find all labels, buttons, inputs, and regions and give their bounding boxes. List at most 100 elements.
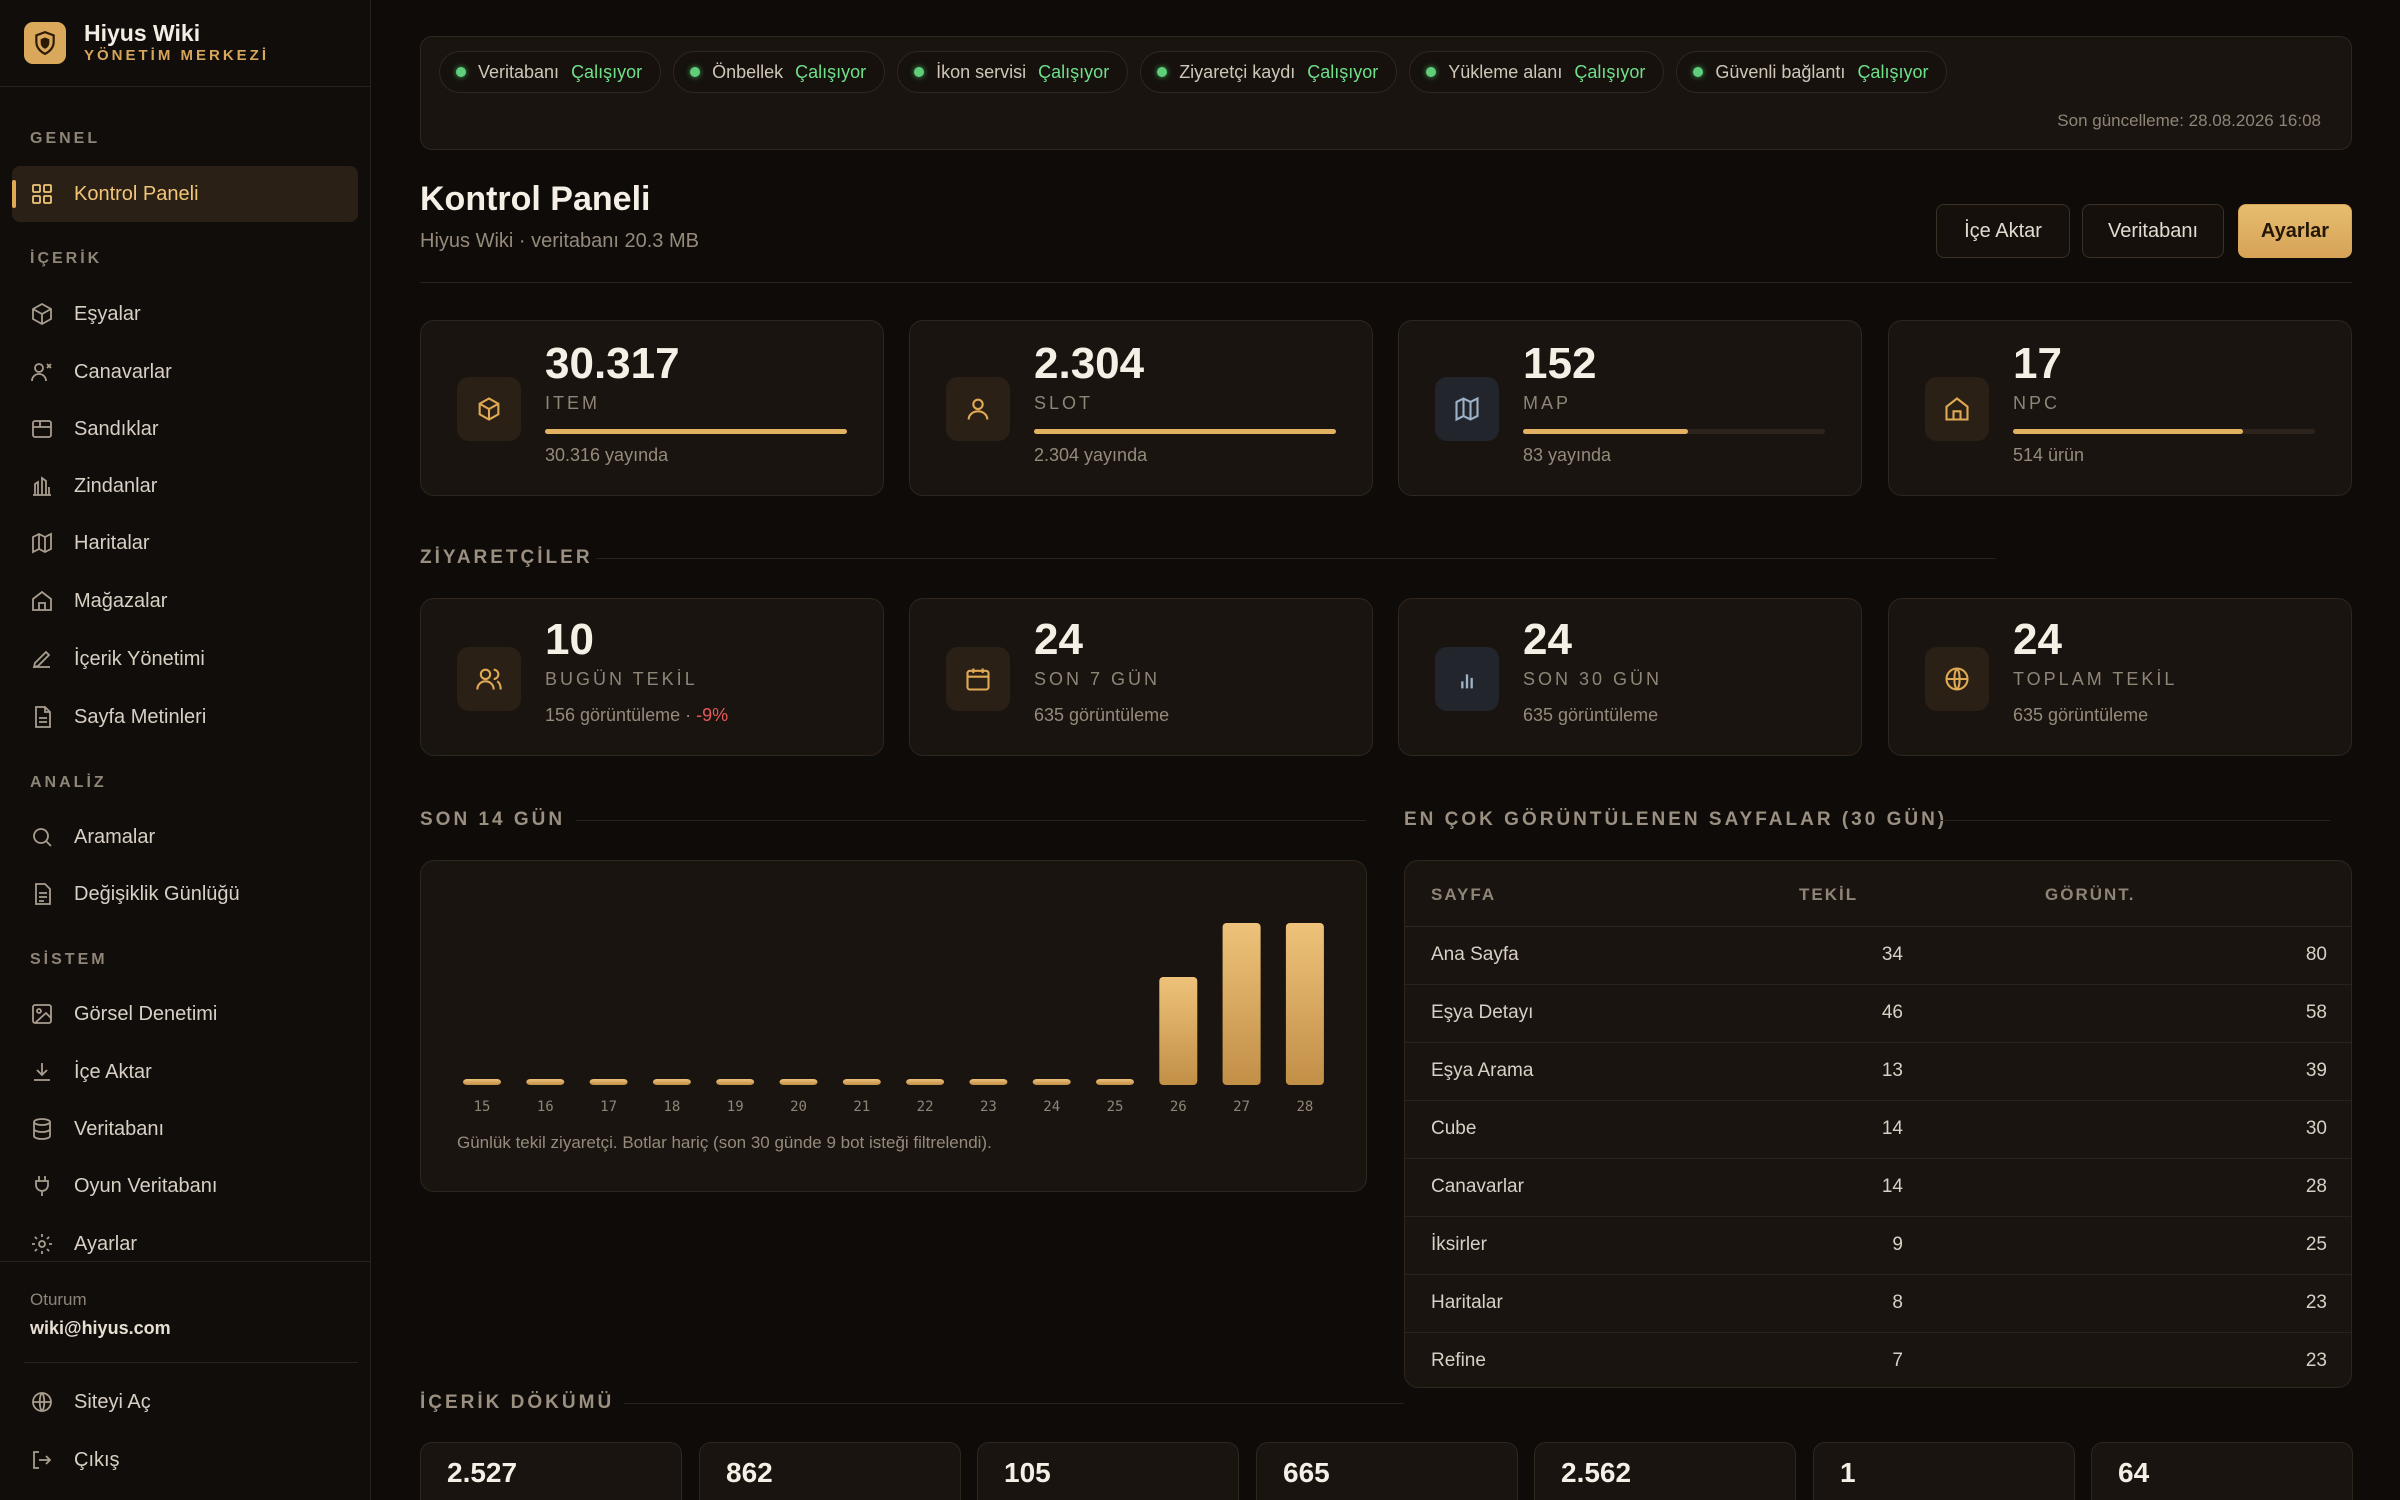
chart-bar[interactable] <box>716 1079 755 1085</box>
page-title: Kontrol Paneli <box>420 180 651 218</box>
table-row[interactable]: Refine 7 23 <box>1405 1333 2351 1387</box>
content-count-card[interactable]: 665 <box>1256 1442 1518 1500</box>
globe-icon <box>32 1392 52 1412</box>
chip-label: Yükleme alanı <box>1448 61 1563 82</box>
divider <box>1940 820 2330 821</box>
table-row[interactable]: Haritalar 8 23 <box>1405 1275 2351 1333</box>
sidebar-item-settings[interactable]: Ayarlar <box>12 1216 358 1272</box>
chart-bar[interactable] <box>969 1079 1008 1085</box>
visitor-card-30-days[interactable]: 24 SON 30 GÜN 635 görüntüleme <box>1398 598 1862 756</box>
table-row[interactable]: Ana Sayfa 34 80 <box>1405 927 2351 985</box>
sidebar-item-label: Değişiklik Günlüğü <box>74 882 240 905</box>
table-row[interactable]: Cube 14 30 <box>1405 1101 2351 1159</box>
chart-bar[interactable] <box>463 1079 501 1085</box>
sidebar-item-image-audit[interactable]: Görsel Denetimi <box>12 986 358 1042</box>
section-title-content-dump: İÇERİK DÖKÜMÜ <box>420 1392 615 1413</box>
database-button[interactable]: Veritabanı <box>2082 204 2224 258</box>
divider <box>596 558 1996 559</box>
divider <box>576 820 1366 821</box>
column-header-unique[interactable]: TEKİL <box>1799 885 1859 904</box>
sidebar-item-chests[interactable]: Sandıklar <box>12 401 358 457</box>
sidebar-item-searches[interactable]: Aramalar <box>12 809 358 865</box>
chart-bar[interactable] <box>1285 923 1324 1085</box>
sidebar: Hiyus Wiki YÖNETİM MERKEZİ GENEL Kontrol… <box>0 0 371 1500</box>
chart-bar[interactable] <box>1222 923 1261 1085</box>
stat-card-npc[interactable]: 17 NPC 514 ürün <box>1888 320 2352 496</box>
logout-button[interactable]: Çıkış <box>12 1432 358 1488</box>
visitor-card-7-days[interactable]: 24 SON 7 GÜN 635 görüntüleme <box>909 598 1373 756</box>
chart-bar[interactable] <box>589 1079 628 1085</box>
sidebar-item-content-management[interactable]: İçerik Yönetimi <box>12 631 358 687</box>
stat-card-slot[interactable]: 2.304 SLOT 2.304 yayında <box>909 320 1373 496</box>
stat-note: 30.316 yayında <box>545 445 669 465</box>
content-count-card[interactable]: 64 <box>2091 1442 2353 1500</box>
sidebar-item-label: Mağazalar <box>74 589 168 612</box>
sidebar-item-stores[interactable]: Mağazalar <box>12 573 358 629</box>
service-status-bar: Veritabanı Çalışıyor Önbellek Çalışıyor İk… <box>420 36 2352 150</box>
table-row[interactable]: İksirler 9 25 <box>1405 1217 2351 1275</box>
unique-cell: 14 <box>1881 1176 1903 1197</box>
chip-label: Önbellek <box>712 61 784 82</box>
content-count-card[interactable]: 2.562 <box>1534 1442 1796 1500</box>
divider <box>0 1261 370 1262</box>
user-icon <box>946 377 1010 441</box>
status-dot-icon <box>1157 67 1168 77</box>
content-count-card[interactable]: 2.527 <box>420 1442 682 1500</box>
chart-bar[interactable] <box>526 1079 565 1085</box>
content-count-value: 64 <box>2118 1457 2150 1488</box>
sidebar-item-monsters[interactable]: Canavarlar <box>12 344 358 400</box>
sidebar-item-label: Eşyalar <box>74 302 141 325</box>
table-header: SAYFA TEKİL GÖRÜNT. <box>1405 861 2351 927</box>
status-dot-icon <box>914 67 925 77</box>
import-button[interactable]: İçe Aktar <box>1936 204 2070 258</box>
brand[interactable]: Hiyus Wiki YÖNETİM MERKEZİ <box>24 20 269 66</box>
unique-cell: 13 <box>1881 1060 1903 1081</box>
sidebar-item-dungeons[interactable]: Zindanlar <box>12 458 358 514</box>
x-tick-label: 23 <box>980 1099 997 1115</box>
status-chip-secure-connection: Güvenli bağlantı Çalışıyor <box>1676 51 1948 93</box>
content-count-card[interactable]: 1 <box>1813 1442 2075 1500</box>
section-title-top-pages: EN ÇOK GÖRÜNTÜLENEN SAYFALAR (30 GÜN) <box>1404 809 1948 830</box>
settings-button[interactable]: Ayarlar <box>2238 204 2352 258</box>
chart-bar[interactable] <box>842 1079 881 1085</box>
chart-bar[interactable] <box>1159 977 1198 1085</box>
stat-card-item[interactable]: 30.317 ITEM 30.316 yayında <box>420 320 884 496</box>
chip-label: Ziyaretçi kaydı <box>1179 61 1296 82</box>
sidebar-item-maps[interactable]: Haritalar <box>12 515 358 571</box>
page-name-cell: Eşya Detayı <box>1431 1002 1534 1023</box>
calendar-icon <box>946 647 1010 711</box>
chart-bar[interactable] <box>779 1079 818 1085</box>
visitor-card-total[interactable]: 24 TOPLAM TEKİL 635 görüntüleme <box>1888 598 2352 756</box>
table-row[interactable]: Eşya Detayı 46 58 <box>1405 985 2351 1043</box>
stat-value: 2.304 <box>1034 339 1145 388</box>
open-site-link[interactable]: Siteyi Aç <box>12 1374 358 1430</box>
chart-bar[interactable] <box>906 1079 945 1085</box>
sidebar-item-database[interactable]: Veritabanı <box>12 1101 358 1157</box>
sidebar-item-items[interactable]: Eşyalar <box>12 286 358 342</box>
session-email: wiki@hiyus.com <box>30 1318 171 1338</box>
table-row[interactable]: Eşya Arama 13 39 <box>1405 1043 2351 1101</box>
chart-bar[interactable] <box>1096 1079 1134 1085</box>
stat-label: NPC <box>2013 393 2061 413</box>
content-count-card[interactable]: 862 <box>699 1442 961 1500</box>
visitor-value: 24 <box>2013 615 2062 664</box>
monster-icon <box>31 363 52 382</box>
status-chip-database: Veritabanı Çalışıyor <box>439 51 662 93</box>
table-row[interactable]: Canavarlar 14 28 <box>1405 1159 2351 1217</box>
column-header-views[interactable]: GÖRÜNT. <box>2045 885 2136 904</box>
content-count-card[interactable]: 105 <box>977 1442 1239 1500</box>
visitor-card-today[interactable]: 10 BUGÜN TEKİL 156 görüntüleme · -9% <box>420 598 884 756</box>
sidebar-item-dashboard[interactable]: Kontrol Paneli <box>12 166 358 222</box>
page-name-cell: Cube <box>1431 1118 1477 1139</box>
globe-icon <box>1925 647 1989 711</box>
stat-card-map[interactable]: 152 MAP 83 yayında <box>1398 320 1862 496</box>
content-count-value: 2.562 <box>1561 1457 1632 1488</box>
sidebar-item-import[interactable]: İçe Aktar <box>12 1044 358 1100</box>
sidebar-item-game-database[interactable]: Oyun Veritabanı <box>12 1158 358 1214</box>
chart-bar[interactable] <box>652 1079 691 1085</box>
column-header-page[interactable]: SAYFA <box>1431 885 1497 904</box>
sidebar-item-page-texts[interactable]: Sayfa Metinleri <box>12 689 358 745</box>
chart-bar[interactable] <box>1032 1079 1071 1085</box>
users-icon <box>457 647 521 711</box>
sidebar-item-changelog[interactable]: Değişiklik Günlüğü <box>12 866 358 922</box>
